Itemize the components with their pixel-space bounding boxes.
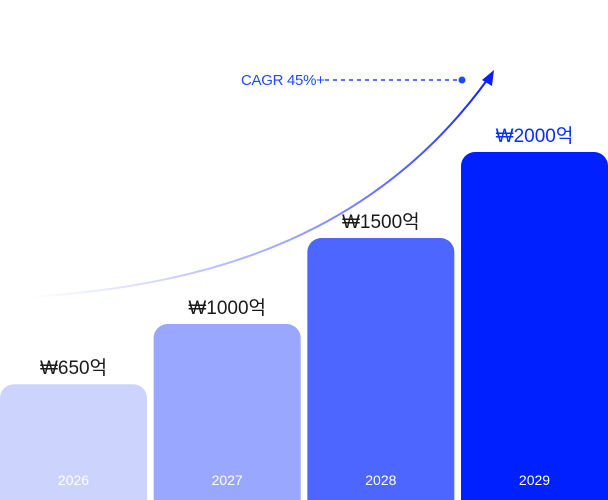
data-label-2026: ₩650억	[40, 357, 107, 379]
bar-2029	[461, 152, 608, 500]
x-tick-label-2026: 2026	[58, 472, 89, 488]
trend-arrow-line	[29, 75, 491, 298]
data-label-2029: ₩2000억	[496, 125, 574, 147]
bar-2026	[0, 384, 147, 500]
data-label-2028: ₩1500억	[342, 211, 420, 233]
bar-2027	[153, 324, 301, 500]
x-tick-label-2028: 2028	[365, 472, 396, 488]
data-label-2027: ₩1000억	[188, 297, 266, 319]
x-tick-label-2029: 2029	[519, 472, 550, 488]
cagr-dot	[458, 76, 466, 84]
bar-2028	[307, 238, 455, 500]
trend-arrow-head	[482, 70, 494, 86]
x-tick-label-2027: 2027	[212, 472, 243, 488]
cagr-annotation: CAGR 45%+	[241, 72, 325, 89]
